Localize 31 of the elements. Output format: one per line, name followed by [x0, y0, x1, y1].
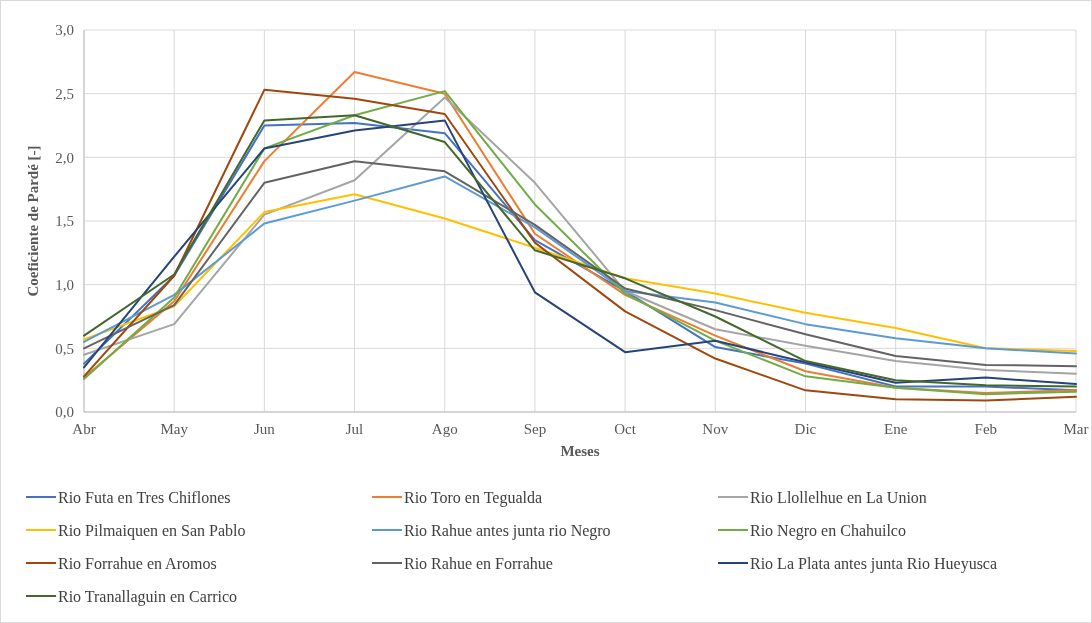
y-tick-label: 1,5: [55, 213, 74, 230]
legend-label: Rio Pilmaiquen en San Pablo: [58, 521, 246, 540]
legend-label: Rio Negro en Chahuilco: [750, 521, 906, 540]
y-tick-label: 2,5: [55, 85, 74, 102]
legend-label: Rio Futa en Tres Chiflones: [58, 488, 231, 506]
y-tick-label: 3,0: [55, 22, 74, 39]
y-tick-label: 2,0: [55, 149, 74, 166]
legend-label: Rio La Plata antes junta Rio Hueyusca: [750, 554, 998, 573]
x-tick-label: Dic: [794, 421, 817, 437]
x-tick-label: Mar: [1063, 421, 1089, 437]
x-axis-title: Meses: [560, 443, 600, 459]
x-tick-label: Feb: [974, 421, 998, 437]
legend-label: Rio Rahue antes junta rio Negro: [404, 521, 611, 540]
x-tick-label: Oct: [614, 421, 637, 437]
x-tick-label: Abr: [72, 421, 96, 437]
x-tick-label: Ene: [883, 421, 908, 437]
y-axis-title: Coeficiente de Pardé [-]: [25, 145, 41, 297]
y-tick-label: 0,0: [55, 404, 74, 421]
x-tick-label: Ago: [431, 421, 458, 437]
x-tick-label: May: [160, 421, 189, 437]
legend-label: Rio Rahue en Forrahue: [404, 554, 553, 572]
x-tick-label: Sep: [523, 421, 547, 437]
x-tick-label: Jun: [253, 421, 276, 437]
y-tick-label: 1,0: [55, 276, 74, 293]
y-tick-label: 0,5: [55, 340, 74, 357]
x-tick-label: Nov: [702, 421, 729, 437]
legend-label: Rio Tranallaguin en Carrico: [58, 587, 238, 606]
legend-label: Rio Llollelhue en La Union: [750, 488, 927, 506]
legend-label: Rio Forrahue en Aromos: [58, 554, 217, 572]
legend-label: Rio Toro en Tegualda: [404, 488, 543, 507]
x-tick-label: Jul: [345, 421, 364, 437]
